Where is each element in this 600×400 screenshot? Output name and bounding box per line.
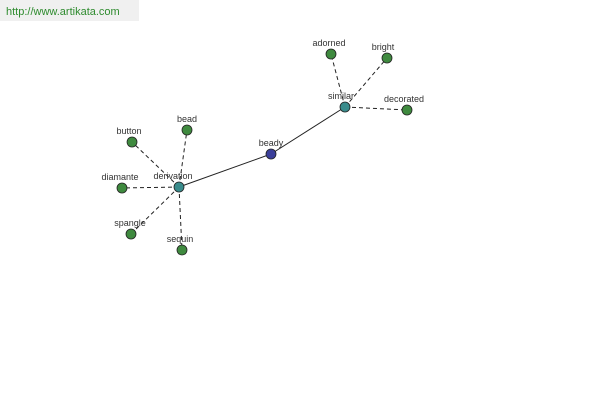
node-label[interactable]: adorned [312, 38, 345, 48]
edge [270, 106, 346, 155]
edge [178, 129, 188, 188]
edge [344, 57, 388, 108]
edge [344, 106, 408, 111]
node-label[interactable]: similar [328, 91, 354, 101]
edges [121, 53, 408, 251]
node[interactable] [325, 48, 337, 60]
node[interactable] [173, 181, 185, 193]
edge [178, 186, 183, 251]
node-label[interactable]: bright [372, 42, 395, 52]
node[interactable] [265, 148, 277, 160]
node-label[interactable]: decorated [384, 94, 424, 104]
node-label[interactable]: bead [177, 114, 197, 124]
node[interactable] [125, 228, 137, 240]
labels: beady derivation similar adorned bright … [101, 38, 424, 244]
nodes [116, 48, 413, 256]
url[interactable]: http://www.artikata.com [6, 6, 120, 18]
node-label[interactable]: derivation [153, 171, 192, 181]
node[interactable] [381, 52, 393, 64]
node[interactable] [181, 124, 193, 136]
node[interactable] [401, 104, 413, 116]
node[interactable] [339, 101, 351, 113]
node[interactable] [116, 182, 128, 194]
node-label[interactable]: beady [259, 138, 284, 148]
node-label[interactable]: sequin [167, 234, 194, 244]
url-box [0, 0, 139, 21]
node[interactable] [176, 244, 188, 256]
node-label[interactable]: spangle [114, 218, 146, 228]
edge [121, 186, 180, 189]
edge [131, 141, 180, 188]
node-label[interactable]: button [116, 126, 141, 136]
edge [330, 53, 346, 108]
node-label[interactable]: diamante [101, 172, 138, 182]
node[interactable] [126, 136, 138, 148]
edge [178, 153, 272, 188]
